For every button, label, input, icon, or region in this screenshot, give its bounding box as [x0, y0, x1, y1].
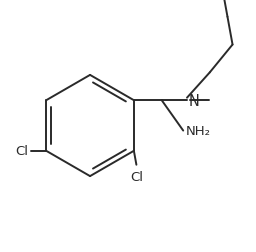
Text: NH₂: NH₂	[186, 124, 211, 138]
Text: Cl: Cl	[16, 145, 28, 158]
Text: Cl: Cl	[130, 170, 143, 183]
Text: N: N	[188, 93, 199, 108]
